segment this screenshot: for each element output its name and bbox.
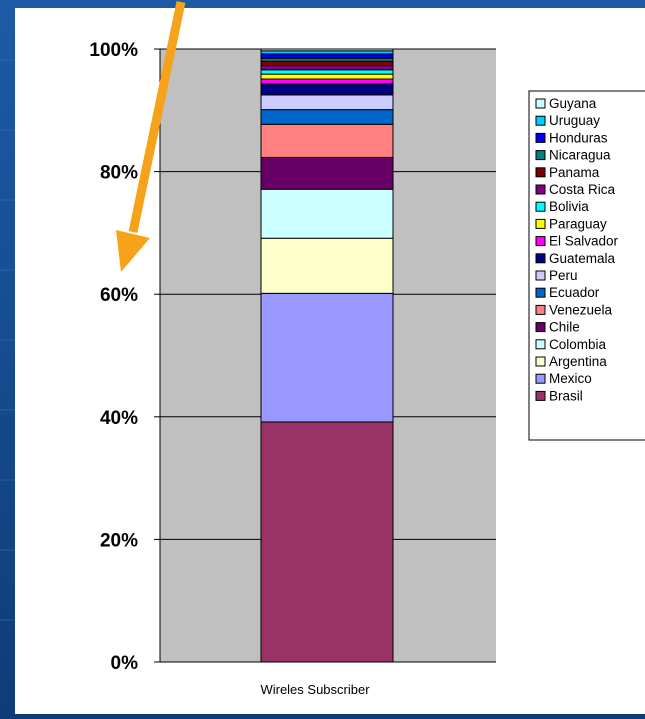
legend-swatch xyxy=(535,201,546,212)
y-tick-label: 60% xyxy=(100,285,138,306)
legend-label: Venezuela xyxy=(549,302,613,317)
legend-label: Costa Rica xyxy=(549,182,616,197)
bar-segment-mexico xyxy=(260,292,394,423)
legend-item-guatemala: Guatemala xyxy=(535,251,616,266)
legend-label: Bolivia xyxy=(549,199,589,214)
bar-segment-honduras xyxy=(260,53,394,59)
legend-label: Paraguay xyxy=(549,216,607,231)
legend-swatch xyxy=(535,253,546,264)
legend-swatch xyxy=(535,339,546,350)
legend-label: Brasil xyxy=(549,388,583,403)
bar-segment-paraguay xyxy=(260,73,394,80)
y-tick-label: 80% xyxy=(100,163,138,184)
legend-swatch xyxy=(535,236,546,247)
legend-item-venezuela: Venezuela xyxy=(535,302,613,317)
arrow-shaft xyxy=(128,1,186,233)
legend-item-colombia: Colombia xyxy=(535,337,607,352)
bar-segment-guyana xyxy=(260,48,394,52)
bar-segments xyxy=(260,48,394,663)
bar-segment-bolivia xyxy=(260,69,394,75)
legend-label: Mexico xyxy=(549,371,592,386)
bar-segment-colombia xyxy=(260,188,394,239)
legend-item-argentina: Argentina xyxy=(535,354,607,369)
bar-segment-costa-rica xyxy=(260,65,394,71)
legend-item-el-salvador: El Salvador xyxy=(535,234,619,249)
legend-item-brasil: Brasil xyxy=(535,388,583,403)
legend-swatch xyxy=(535,98,546,109)
legend-item-paraguay: Paraguay xyxy=(535,216,607,231)
legend-swatch xyxy=(535,270,546,281)
legend-box xyxy=(528,90,645,441)
legend-item-mexico: Mexico xyxy=(535,371,592,386)
y-tick-label: 100% xyxy=(89,40,138,61)
bar-segment-brasil xyxy=(260,421,394,663)
legend-swatch xyxy=(535,218,546,229)
bar-segment-panama xyxy=(260,60,394,67)
legend-swatch xyxy=(535,373,546,384)
legend-swatch xyxy=(535,150,546,161)
legend-item-peru: Peru xyxy=(535,268,578,283)
legend-label: El Salvador xyxy=(549,234,619,249)
legend-swatch xyxy=(535,132,546,143)
legend-item-honduras: Honduras xyxy=(535,130,608,145)
legend-label: Peru xyxy=(549,268,578,283)
y-tick-labels: 100% 80% 60% 40% 20% 0% xyxy=(89,40,138,674)
bar-segment-ecuador xyxy=(260,109,394,125)
legend-swatch xyxy=(535,390,546,401)
legend-item-nicaragua: Nicaragua xyxy=(535,148,611,163)
legend-label: Uruguay xyxy=(549,113,600,128)
legend-item-ecuador: Ecuador xyxy=(535,285,600,300)
legend-label: Nicaragua xyxy=(549,148,611,163)
legend-swatch xyxy=(535,184,546,195)
bar-segment-el-salvador xyxy=(260,78,394,85)
legend-swatch xyxy=(535,115,546,126)
legend-item-bolivia: Bolivia xyxy=(535,199,589,214)
legend-label: Guatemala xyxy=(549,251,616,266)
arrow-annotation xyxy=(116,1,186,272)
legend-swatch xyxy=(535,167,546,178)
legend-label: Honduras xyxy=(549,130,608,145)
legend-item-costa-rica: Costa Rica xyxy=(535,182,616,197)
legend-item-chile: Chile xyxy=(535,320,580,335)
bar-segment-peru xyxy=(260,94,394,111)
legend: Guyana Uruguay Honduras Nicaragua Panama Cost… xyxy=(528,90,645,441)
legend-item-guyana: Guyana xyxy=(535,96,597,111)
bar-segment-chile xyxy=(260,156,394,190)
bar-segment-argentina xyxy=(260,237,394,294)
legend-label: Colombia xyxy=(549,337,607,352)
legend-swatch xyxy=(535,322,546,333)
y-tick-label: 0% xyxy=(111,653,139,674)
y-tick-label: 40% xyxy=(100,408,138,429)
legend-label: Chile xyxy=(549,320,580,335)
bar-segment-venezuela xyxy=(260,123,394,158)
legend-item-panama: Panama xyxy=(535,165,600,180)
y-tick-label: 20% xyxy=(100,530,138,551)
legend-label: Panama xyxy=(549,165,600,180)
x-category-label: Wireles Subscriber xyxy=(260,682,370,697)
legend-swatch xyxy=(535,287,546,298)
legend-swatch xyxy=(535,304,546,315)
legend-label: Ecuador xyxy=(549,285,600,300)
legend-label: Argentina xyxy=(549,354,607,369)
legend-label: Guyana xyxy=(549,96,597,111)
bar-segment-guatemala xyxy=(260,83,394,96)
legend-swatch xyxy=(535,356,546,367)
arrow-head xyxy=(116,230,150,272)
legend-item-uruguay: Uruguay xyxy=(535,113,600,128)
y-axis xyxy=(154,48,496,663)
